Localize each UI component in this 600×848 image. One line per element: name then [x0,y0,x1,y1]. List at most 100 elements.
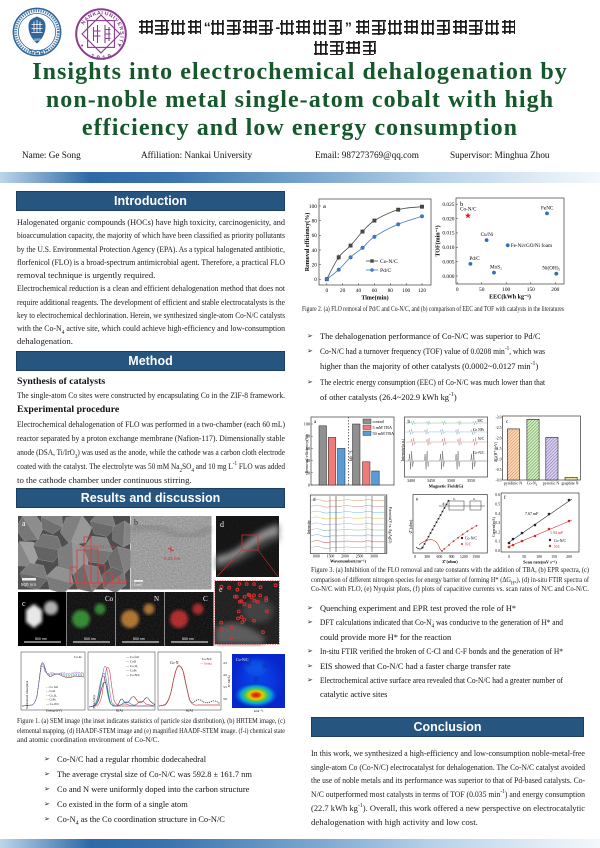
svg-text:1200: 1200 [460,555,468,559]
svg-text:b: b [408,420,411,425]
svg-text:Fe-Ni/rGO/Ni foam: Fe-Ni/rGO/Ni foam [511,242,552,249]
svg-text:Intensity(a.u.): Intensity(a.u.) [400,438,405,461]
svg-text:40: 40 [312,248,318,254]
svg-text:Removal efficiency(%): Removal efficiency(%) [304,213,311,271]
svg-text:- - CoPc: - - CoPc [46,698,57,702]
svg-text:0: 0 [308,483,310,488]
svg-text:1500: 1500 [327,555,335,559]
svg-text:4.0: 4.0 [223,673,227,677]
svg-text:40: 40 [306,458,310,463]
svg-text:Energy(eV): Energy(eV) [46,709,62,712]
svg-text:-1.0: -1.0 [495,457,501,461]
svg-text:— fitting: — fitting [199,662,212,666]
svg-text:Pd/C: Pd/C [380,268,391,274]
svg-text:|FT(k³χ(k))|: |FT(k³χ(k))| [92,695,96,709]
svg-text:A: A [83,16,90,23]
svg-text:f: f [504,496,506,501]
svg-text:Current(mA): Current(mA) [492,516,496,537]
svg-text:Co NPs: Co NPs [473,428,485,432]
svg-text:EEC(kWh kg⁻¹): EEC(kWh kg⁻¹) [489,294,531,301]
svg-text:MoS₂: MoS₂ [490,265,502,271]
svg-text:— Co-N/C: — Co-N/C [45,702,59,706]
svg-text:Normalized Absorption: Normalized Absorption [25,680,29,709]
svg-text:R(Å): R(Å) [186,708,193,712]
svg-text:5 mM TBA: 5 mM TBA [373,425,392,430]
svg-text:0.0: 0.0 [495,549,500,553]
svg-text:0.025: 0.025 [442,202,454,208]
svg-text:N/C: N/C [465,543,472,547]
svg-text:a: a [22,519,26,528]
svg-text:0.3: 0.3 [495,521,500,525]
svg-text:20: 20 [312,262,318,268]
svg-text:Co-N₄: Co-N₄ [527,481,538,486]
svg-text:0.6: 0.6 [495,493,500,497]
svg-text:0.34 nm: 0.34 nm [164,556,181,561]
svg-text:2000: 2000 [341,555,349,559]
svg-text:0: 0 [325,288,328,294]
svg-text:Co-N/C: Co-N/C [554,539,566,543]
svg-text:- - Co foil: - - Co foil [46,685,58,689]
svg-text:100: 100 [502,287,510,293]
svg-text:Potential(V vs. Ag/AgCl): Potential(V vs. Ag/AgCl) [388,507,392,544]
svg-text:c: c [22,599,26,608]
svg-text:Ni(OH)₂: Ni(OH)₂ [542,265,560,272]
svg-text:50: 50 [479,287,485,293]
svg-text:20: 20 [306,470,310,475]
svg-text:900: 900 [449,555,455,559]
svg-text:3.5: 3.5 [223,685,227,689]
svg-text:S: S [118,31,124,35]
svg-text:N: N [87,13,94,20]
svg-text:0.000: 0.000 [442,274,454,280]
svg-text:3400: 3400 [407,478,415,483]
svg-text:-0.5: -0.5 [495,468,501,472]
svg-text:60: 60 [306,446,310,451]
svg-text:60: 60 [312,233,318,239]
svg-text:500 nm: 500 nm [21,582,36,587]
svg-text:0.5: 0.5 [495,503,500,507]
svg-text:— CoPc: — CoPc [125,669,137,673]
svg-text:-0.0: -0.0 [495,478,501,482]
svg-text:Co-N/C: Co-N/C [380,259,398,265]
svg-text:N: N [154,595,159,603]
svg-text:Wavenumber(cm⁻¹): Wavenumber(cm⁻¹) [330,559,366,564]
svg-text:120: 120 [418,288,426,294]
svg-text:500 nm: 500 nm [84,637,96,641]
svg-text:Y: Y [115,41,122,47]
svg-text:0.1: 0.1 [495,540,500,544]
svg-text:20: 20 [340,288,346,294]
svg-text:k(h⁻¹): k(h⁻¹) [348,450,353,461]
svg-text:30C: 30C [477,419,484,423]
svg-text:Time(min): Time(min) [361,295,388,302]
svg-text:K: K [92,11,98,18]
svg-text:Co: Co [105,595,114,603]
svg-text:500 nm: 500 nm [133,637,145,641]
svg-text:500 nm: 500 nm [35,637,47,641]
svg-text:7.67 mF: 7.67 mF [525,511,539,516]
svg-text:3000: 3000 [370,555,378,559]
svg-text:— Co-N/C: — Co-N/C [125,673,140,677]
svg-text:80: 80 [312,218,318,224]
svg-text:Removal efficiency(%): Removal efficiency(%) [304,434,309,474]
svg-text:b: b [460,201,463,208]
svg-text:· Co-N/C: · Co-N/C [200,657,212,661]
svg-text:e: e [219,585,223,594]
svg-text:T: T [117,38,124,44]
svg-text:U: U [104,11,109,18]
svg-text:100: 100 [309,204,317,210]
svg-text:60: 60 [372,288,378,294]
svg-text:C: C [203,595,208,603]
svg-text:0.015: 0.015 [442,231,454,237]
svg-text:Co-N: Co-N [170,661,179,665]
svg-text:- - CoO: - - CoO [46,689,56,693]
svg-text:3.0: 3.0 [223,697,227,701]
svg-text:100: 100 [402,288,410,294]
svg-text:graphite N: graphite N [562,481,579,486]
svg-text:k(Å⁻¹): k(Å⁻¹) [254,708,263,712]
svg-text:Pd/C: Pd/C [469,256,480,262]
svg-text:a: a [323,203,326,210]
svg-text:d=592.8±161.7 nm: d=592.8±161.7 nm [80,544,116,549]
svg-text:4.5: 4.5 [223,661,227,665]
svg-text:0.005: 0.005 [442,259,454,265]
svg-text:5 nm: 5 nm [134,583,142,587]
svg-text:0: 0 [508,555,510,559]
